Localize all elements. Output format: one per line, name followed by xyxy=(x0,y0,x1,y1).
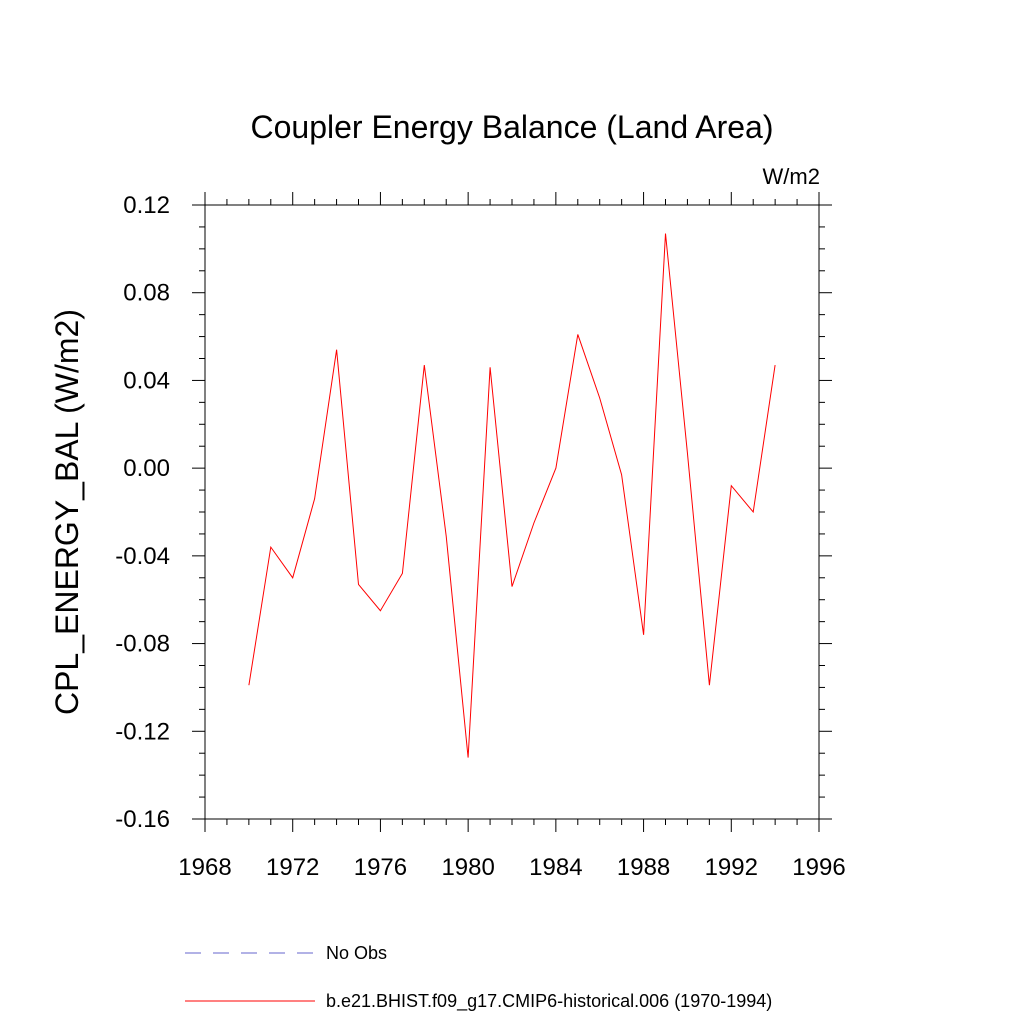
x-tick-label: 1988 xyxy=(617,854,670,881)
plot-frame xyxy=(204,204,820,820)
chart-title: Coupler Energy Balance (Land Area) xyxy=(251,109,774,145)
x-tick-label: 1968 xyxy=(178,854,231,881)
legend-label-no-obs: No Obs xyxy=(326,943,387,963)
x-tick-label: 1984 xyxy=(529,854,582,881)
y-tick-label: -0.08 xyxy=(115,631,170,658)
axis-ticks xyxy=(192,192,832,832)
legend: No Obs b.e21.BHIST.f09_g17.CMIP6-histori… xyxy=(185,943,772,1012)
x-tick-label: 1972 xyxy=(266,854,319,881)
legend-label-model: b.e21.BHIST.f09_g17.CMIP6-historical.006… xyxy=(326,991,772,1012)
y-tick-label: 0.00 xyxy=(123,455,170,482)
data-series xyxy=(248,233,776,758)
x-tick-label: 1996 xyxy=(792,854,845,881)
y-tick-label: -0.04 xyxy=(115,543,170,570)
units-label: W/m2 xyxy=(763,164,820,189)
y-tick-label: 0.08 xyxy=(123,280,170,307)
y-tick-label: 0.04 xyxy=(123,367,170,394)
y-tick-label: 0.12 xyxy=(123,192,170,219)
y-tick-labels: -0.16 -0.12 -0.08 -0.04 0.00 0.04 0.08 0.12 xyxy=(115,192,170,833)
y-tick-label: -0.12 xyxy=(115,718,170,745)
x-tick-label: 1992 xyxy=(705,854,758,881)
y-tick-label: -0.16 xyxy=(115,806,170,833)
x-tick-label: 1976 xyxy=(354,854,407,881)
y-axis-label: CPL_ENERGY_BAL (W/m2) xyxy=(49,309,85,715)
x-tick-label: 1980 xyxy=(441,854,494,881)
x-tick-labels: 1968 1972 1976 1980 1984 1988 1992 1996 xyxy=(178,854,845,881)
series-line xyxy=(248,233,776,758)
